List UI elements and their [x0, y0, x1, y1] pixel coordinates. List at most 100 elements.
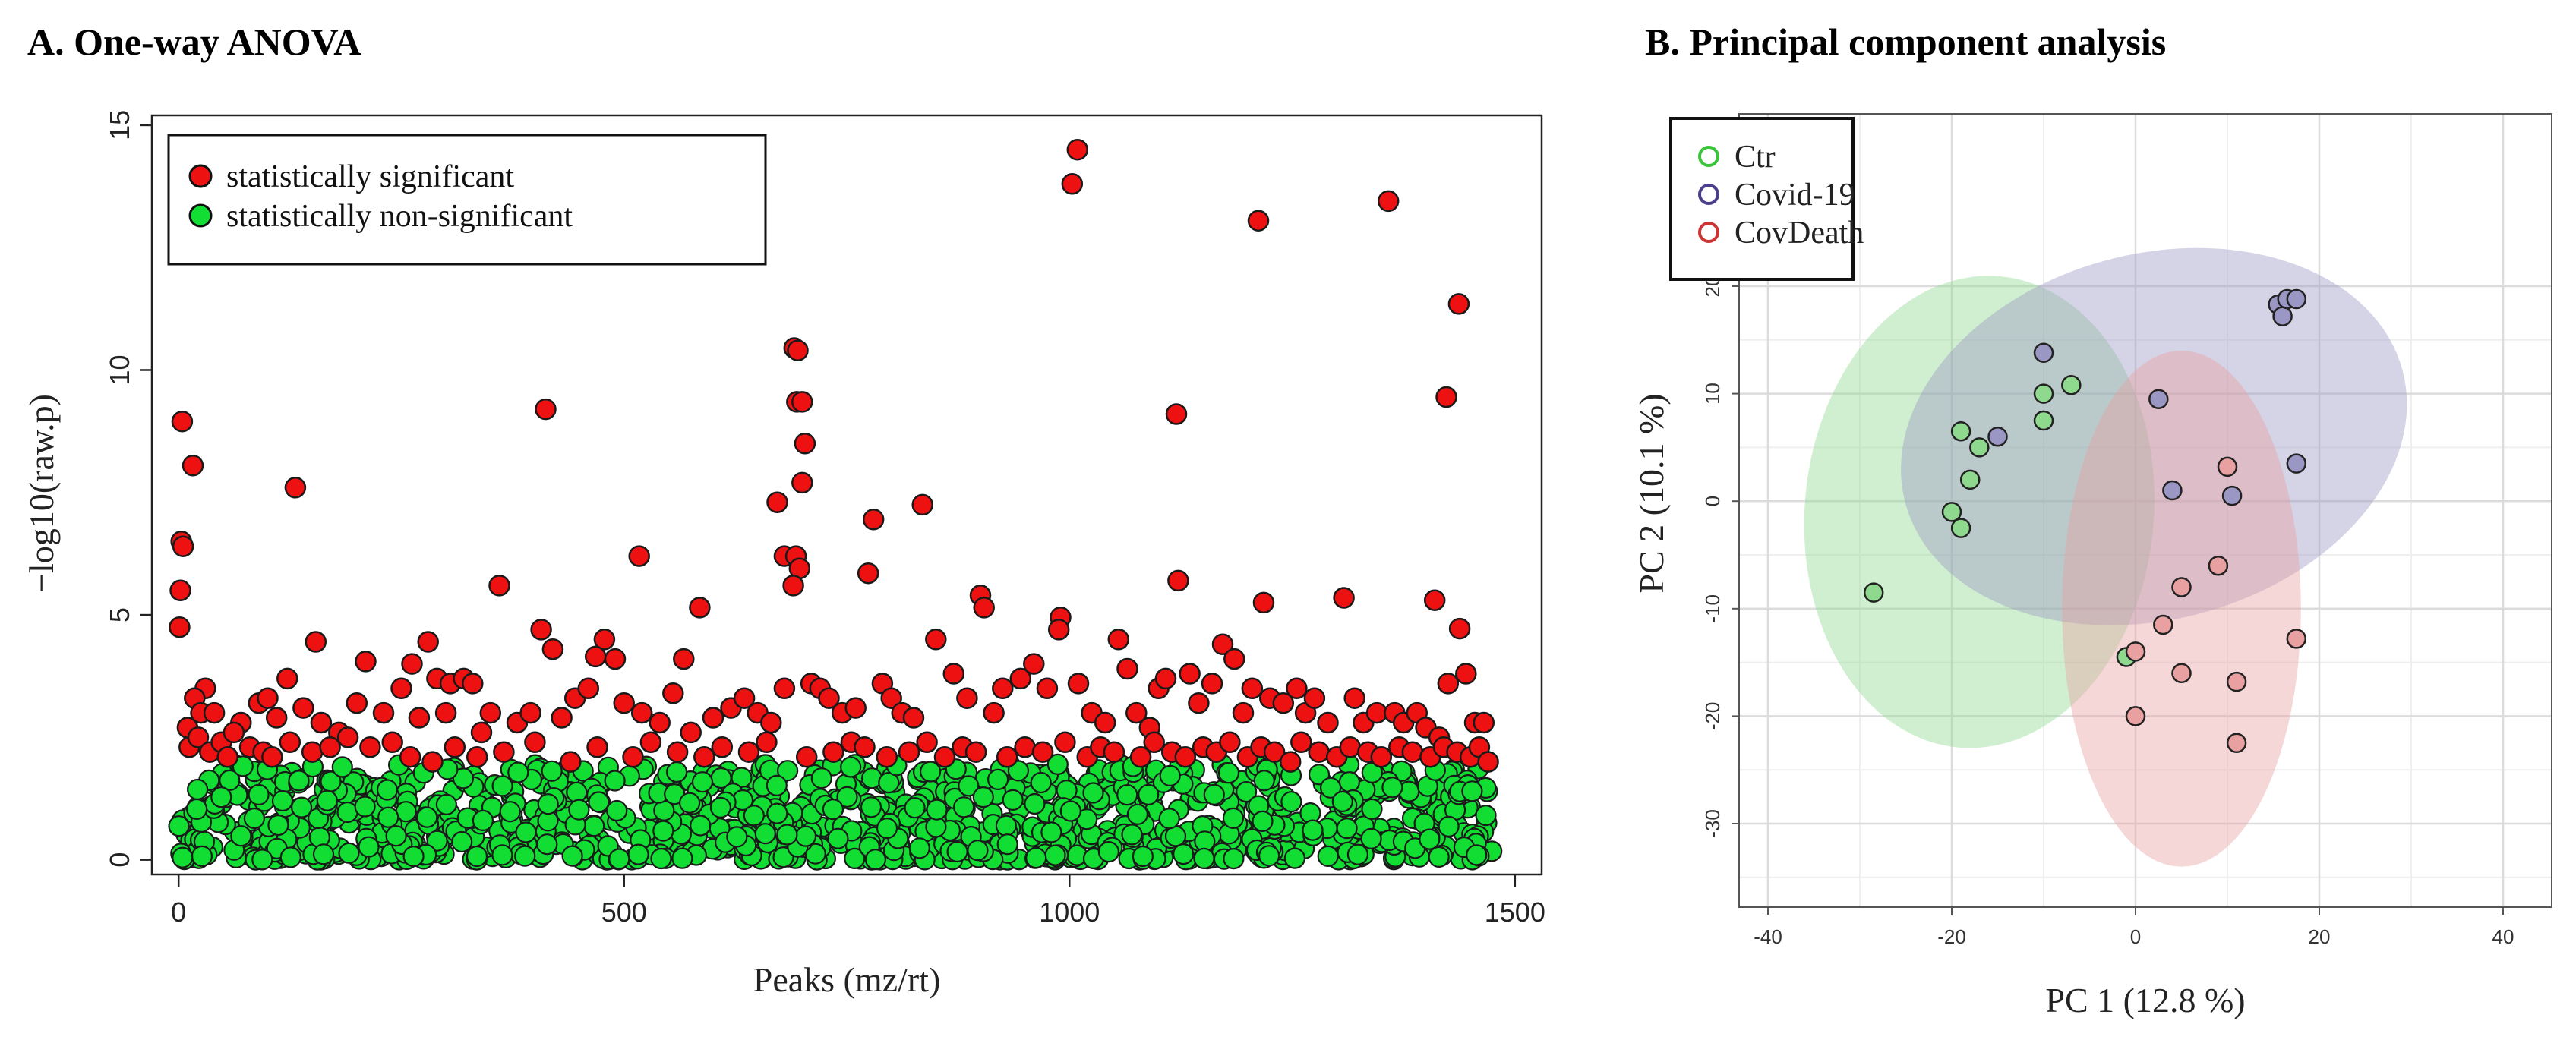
panel-b-point-covid19: [2286, 453, 2307, 474]
panel-a-significant-point: [1279, 751, 1302, 773]
panel-a-significant-point: [1272, 692, 1295, 714]
panel-a-significant-point: [1023, 653, 1045, 675]
panel-a-significant-point: [1370, 745, 1393, 768]
panel-a-significant-point: [996, 745, 1018, 768]
panel-a-nonsignificant-point: [972, 786, 994, 808]
panel-b-y-tick-label: -20: [1701, 702, 1724, 731]
panel-a-nonsignificant-point: [836, 786, 858, 808]
panel-a-significant-point: [876, 745, 898, 768]
panel-a-x-axis-label: Peaks (mz/rt): [753, 960, 941, 999]
panel-a-significant-point: [462, 673, 484, 695]
panel-b-point-ctr: [1950, 421, 1971, 442]
legend-covdeath-marker: [1698, 222, 1719, 243]
panel-a-significant-point: [1377, 190, 1400, 213]
panel-a-significant-point: [898, 741, 920, 763]
panel-b-x-tick-label: 20: [2309, 925, 2331, 948]
panel-a-nonsignificant-point: [1317, 845, 1339, 868]
panel-a-significant-point: [787, 339, 809, 361]
panel-a-significant-point: [1286, 677, 1308, 700]
panel-a-nonsignificant-point: [1360, 827, 1382, 849]
panel-b-y-axis-label: PC 2 (10.1 %): [1632, 393, 1671, 593]
panel-a-significant-point: [942, 663, 965, 685]
legend-ctr-marker: [1698, 146, 1719, 167]
panel-b-point-ctr: [1941, 502, 1962, 522]
panel-a-significant-point: [346, 692, 368, 714]
panel-a-significant-point: [1317, 711, 1339, 734]
panel-a-nonsignificant-point: [1381, 777, 1403, 799]
panel-a-significant-point: [973, 597, 995, 619]
panel-a-significant-point: [401, 653, 423, 675]
panel-a-significant-point: [372, 701, 395, 724]
panel-b-point-covid19: [2286, 288, 2307, 310]
panel-a-nonsignificant-point: [1097, 840, 1120, 863]
panel-a-significant-point: [673, 648, 695, 670]
panel-a-nonsignificant-point: [1046, 753, 1069, 776]
panel-a-significant-point: [1473, 711, 1495, 734]
panel-a-nonsignificant-point: [1336, 818, 1358, 840]
panel-b-point-ctr: [2061, 375, 2082, 395]
panel-a-significant-point: [1129, 745, 1152, 768]
panel-a-significant-point: [822, 741, 844, 763]
panel-a-nonsignificant-point: [690, 815, 712, 837]
panel-a-nonsignificant-point: [1252, 810, 1274, 833]
panel-a-significant-point: [1448, 617, 1471, 640]
panel-a-nonsignificant-point: [650, 847, 672, 870]
panel-a-nonsignificant-point: [1258, 845, 1280, 867]
panel-a-nonsignificant-point: [919, 761, 942, 783]
panel-a-significant-point: [1241, 677, 1264, 700]
panel-a-nonsignificant-point: [1235, 780, 1258, 803]
panel-a-significant-point: [279, 731, 301, 754]
panel-a-significant-point: [956, 687, 978, 709]
panel-b-point-ctr: [2033, 383, 2054, 404]
panel-a-significant-point: [1067, 673, 1090, 695]
panel-a-nonsignificant-point: [566, 781, 588, 803]
panel-a-nonsignificant-point: [604, 770, 626, 792]
panel-a-nonsignificant-point: [402, 845, 425, 868]
panel-a-significant-point: [933, 745, 956, 768]
panel-b-point-ctr: [1863, 582, 1884, 603]
panel-a-nonsignificant-point: [466, 845, 488, 868]
panel-a-significant-point: [390, 677, 412, 700]
panel-a-significant-point: [1143, 731, 1165, 754]
panel-a-significant-point: [182, 455, 204, 477]
panel-a-nonsignificant-point: [772, 846, 794, 868]
panel-a-significant-point: [1031, 741, 1054, 763]
panel-a-significant-point: [1054, 731, 1076, 754]
panel-a-significant-point: [276, 667, 298, 690]
panel-a-nonsignificant-point: [267, 814, 289, 837]
panel-a-significant-point: [1290, 731, 1312, 754]
panel-a-nonsignificant-point: [583, 815, 605, 837]
panel-a-y-axis-label: −log10(raw.p): [22, 394, 61, 593]
panel-b-point-covdeath: [2208, 555, 2229, 576]
panel-a-nonsignificant-point: [1319, 777, 1342, 799]
panel-a-legend-box: [167, 134, 767, 266]
panel-a-nonsignificant-point: [958, 775, 980, 797]
panel-a-nonsignificant-point: [376, 779, 399, 801]
panel-a-x-tick-label: 500: [601, 896, 647, 928]
panel-a-significant-point: [794, 433, 816, 455]
panel-b-point-covdeath: [2217, 456, 2238, 477]
panel-a-nonsignificant-point: [822, 798, 844, 821]
panel-a-significant-point: [488, 575, 510, 597]
panel-a-significant-point: [1232, 701, 1255, 724]
panel-a-significant-point: [1211, 633, 1234, 656]
panel-a-nonsignificant-point: [766, 774, 788, 796]
panel-a-y-tick-label: 10: [104, 354, 135, 385]
panel-a-nonsignificant-point: [926, 799, 948, 821]
panel-a-nonsignificant-point: [1164, 825, 1187, 847]
panel-a-nonsignificant-point: [316, 789, 338, 811]
panel-a-significant-point: [857, 562, 879, 585]
panel-a-significant-point: [470, 721, 493, 744]
panel-a-nonsignificant-point: [172, 846, 194, 868]
panel-a-significant-point: [680, 721, 702, 744]
panel-a-nonsignificant-points: [168, 753, 1503, 871]
panel-a-significant-point: [1066, 138, 1089, 161]
panel-a-significant-point: [1174, 745, 1197, 768]
panel-a-significant-point: [630, 701, 653, 724]
panel-a-nonsignificant-point: [794, 825, 817, 847]
panel-a-axes: 0 500 1000 1500 0 5 10 15: [104, 110, 1545, 928]
panel-a-nonsignificant-point: [827, 827, 849, 849]
panel-a-nonsignificant-point: [251, 849, 273, 871]
panel-a-significant-point: [733, 687, 756, 709]
panel-a-nonsignificant-point: [952, 796, 975, 818]
